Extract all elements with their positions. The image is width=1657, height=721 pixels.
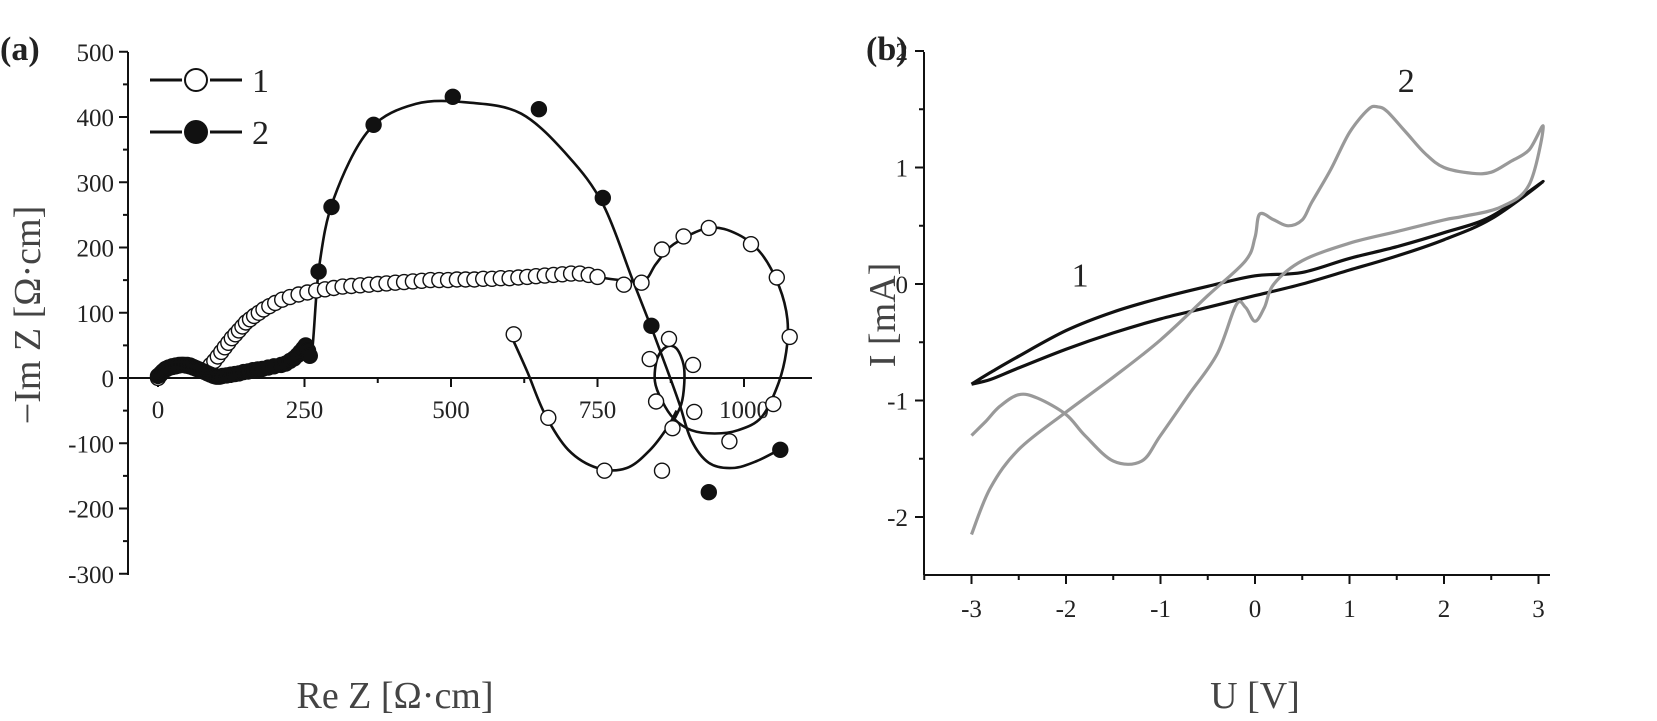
series-2-point — [594, 189, 611, 207]
series-1-point — [768, 269, 785, 286]
series-1-point — [781, 328, 798, 346]
panel-a-x-tick-label: 1000 — [719, 397, 769, 424]
panel-a-data-points — [149, 88, 798, 501]
panel-b-axes: 210-1-2-3 -2 -1 0 1 2 3 — [887, 39, 1550, 623]
panel-a-y-tick-label: -300 — [68, 562, 114, 589]
panel-b-y-tick-label: -1 — [887, 389, 908, 416]
panel-b-y-tick-label: 1 — [896, 156, 909, 183]
legend-entry-2-label: 2 — [252, 115, 269, 152]
panel-b-x-tick-label: 1 — [1343, 596, 1356, 623]
panel-b-x-tick-label: -2 — [1056, 596, 1077, 623]
panel-a-y-tick-label: -200 — [68, 497, 114, 524]
panel-a-y-axis-title: −Im Z [Ω·cm] — [7, 206, 49, 424]
series-1-point — [664, 420, 681, 437]
panel-b-x-tick-label: 0 — [1249, 596, 1262, 623]
panel-b-x-tick-label: -3 — [961, 596, 982, 623]
series-1-point — [742, 235, 760, 253]
panel-b-series-1-line — [970, 179, 1545, 386]
panel-a-x-tick-label: 500 — [432, 397, 470, 424]
panel-b-x-tick-label: 3 — [1532, 596, 1545, 623]
series-1-point — [647, 393, 665, 410]
panel-b-y-axis-title: I [mA] — [862, 263, 904, 367]
series-1-point — [686, 403, 703, 421]
series-2-point — [700, 484, 717, 501]
series-2-point — [444, 88, 461, 106]
panel-a-nyquist-plot: (a) Re Z [Ω·cm] −Im Z [Ω·cm] 50040030020… — [0, 31, 812, 717]
series-1-point — [721, 433, 738, 450]
panel-a-y-tick-label: 100 — [77, 301, 115, 328]
panel-a-y-tick-label: 400 — [77, 105, 115, 132]
series-1-point — [675, 228, 692, 245]
panel-a-y-tick-label: 200 — [77, 236, 115, 263]
panel-a-legend: 1 2 — [150, 63, 269, 152]
series-1-point — [765, 395, 782, 413]
panel-a-x-axis-title: Re Z [Ω·cm] — [296, 675, 493, 717]
panel-b-series-2-line — [970, 104, 1545, 536]
series-1-point — [660, 330, 678, 348]
panel-b-curve-labels: 12 — [1072, 63, 1415, 295]
panel-a-x-tick-label: 250 — [286, 397, 324, 424]
series-1-point — [653, 462, 671, 479]
series-1-point — [589, 268, 606, 286]
panel-a-x-tick-label: 750 — [579, 397, 617, 424]
series-2-point — [310, 263, 327, 280]
panel-a-y-tick-label: 500 — [77, 40, 115, 67]
panel-a-x-tick-label: 0 — [152, 397, 165, 424]
panel-b-x-tick-label: -1 — [1150, 596, 1171, 623]
panel-b-x-axis-title: U [V] — [1210, 675, 1300, 717]
panel-b-curve-label-2: 2 — [1398, 63, 1415, 100]
series-1-fitted-curve — [157, 226, 790, 435]
series-1-point — [596, 462, 613, 479]
series-2-point — [530, 100, 548, 118]
panel-a-label: (a) — [0, 31, 40, 68]
panel-b-y-tick-label: 2 — [896, 39, 909, 66]
panel-a-y-tick-label: -100 — [68, 431, 114, 458]
panel-b-y-tick-label: 0 — [896, 272, 909, 299]
panel-a-y-tick-label: 0 — [102, 366, 115, 393]
legend-filled-circle-marker — [184, 120, 208, 144]
series-2-point — [323, 198, 340, 216]
panel-b-iv-plot: (b) U [V] I [mA] 210-1-2-3 -2 -1 0 1 2 3 12 — [862, 31, 1550, 717]
legend-entry-1-label: 1 — [252, 63, 269, 100]
series-1-point — [653, 241, 671, 258]
panel-a-y-tick-label: 300 — [77, 170, 115, 197]
legend-open-circle-marker — [184, 68, 208, 92]
series-1-point — [505, 326, 522, 343]
series-1-point — [700, 219, 717, 237]
series-1-point — [641, 350, 658, 368]
series-1-point — [615, 276, 633, 293]
series-1-point — [633, 274, 650, 291]
series-2-point — [643, 317, 660, 334]
series-2-point — [301, 347, 318, 364]
panel-b-x-tick-label: 2 — [1438, 596, 1451, 623]
series-1-point — [540, 409, 557, 426]
panel-b-series — [970, 104, 1545, 536]
panel-b-label: (b) — [866, 31, 908, 68]
panel-b-y-tick-label: -2 — [887, 505, 908, 532]
series-2-point — [365, 116, 382, 134]
series-2-point — [772, 441, 789, 458]
series-1-point — [684, 356, 702, 374]
panel-b-curve-label-1: 1 — [1072, 257, 1089, 294]
